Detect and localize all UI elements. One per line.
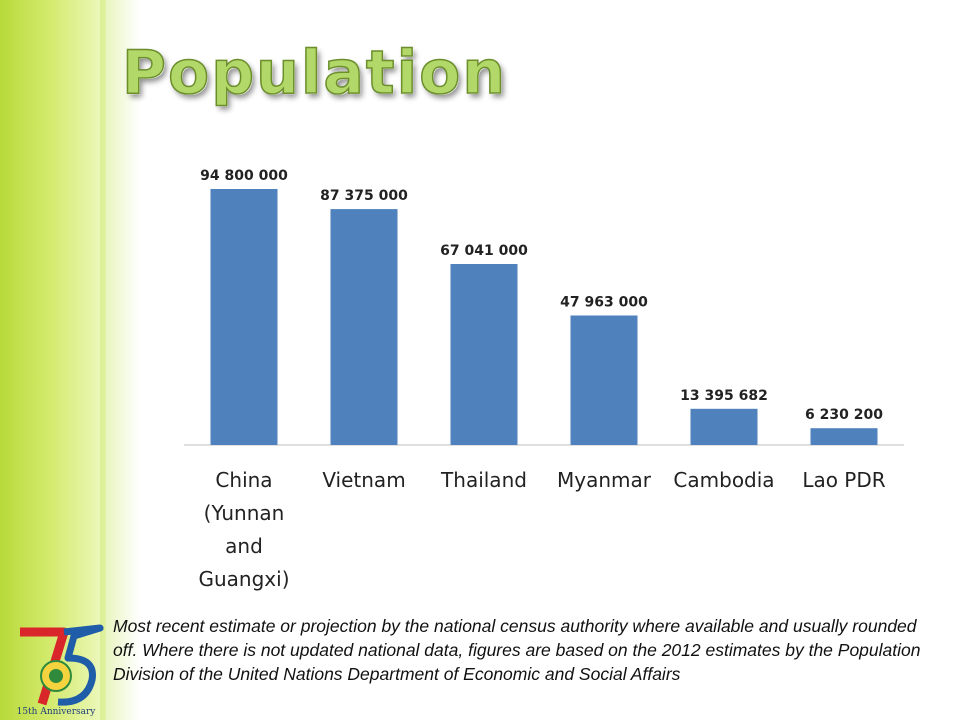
logo-caption: 15th Anniversary	[17, 707, 97, 717]
left-decorative-band	[0, 0, 106, 720]
band-fade	[100, 0, 140, 720]
bar-2	[450, 264, 518, 445]
data-label-1: 87 375 000	[320, 188, 408, 204]
category-label-line: Vietnam	[322, 468, 405, 492]
data-label-5: 6 230 200	[805, 407, 883, 423]
data-label-0: 94 800 000	[200, 168, 288, 184]
category-label-2: Thailand	[440, 468, 527, 492]
bar-5	[810, 428, 878, 445]
category-label-4: Cambodia	[673, 468, 774, 492]
bar-0	[210, 189, 278, 445]
category-label-line: Cambodia	[673, 468, 774, 492]
anniversary-logo: 15th Anniversary	[17, 624, 104, 717]
bar-1	[330, 209, 398, 445]
footnote: Most recent estimate or projection by th…	[113, 616, 921, 684]
data-label-3: 47 963 000	[560, 295, 648, 311]
slide-title: Population	[121, 37, 508, 109]
category-label-line: Guangxi)	[199, 567, 290, 591]
category-label-5: Lao PDR	[802, 468, 885, 492]
category-label-line: and	[225, 534, 263, 558]
population-bar-chart: 94 800 000 China (Yunnan and Guangxi) 87 375 …	[184, 168, 904, 591]
category-label-line: Thailand	[440, 468, 527, 492]
category-label-line: China	[215, 468, 272, 492]
category-label-line: Lao PDR	[802, 468, 885, 492]
data-label-2: 67 041 000	[440, 243, 528, 259]
category-label-3: Myanmar	[557, 468, 652, 492]
bar-4	[690, 408, 758, 445]
category-label-1: Vietnam	[322, 468, 405, 492]
category-label-0: China (Yunnan and Guangxi)	[199, 468, 290, 591]
bar-3	[570, 315, 638, 445]
data-label-4: 13 395 682	[680, 388, 768, 404]
category-label-line: Myanmar	[557, 468, 652, 492]
category-label-line: (Yunnan	[204, 501, 285, 525]
